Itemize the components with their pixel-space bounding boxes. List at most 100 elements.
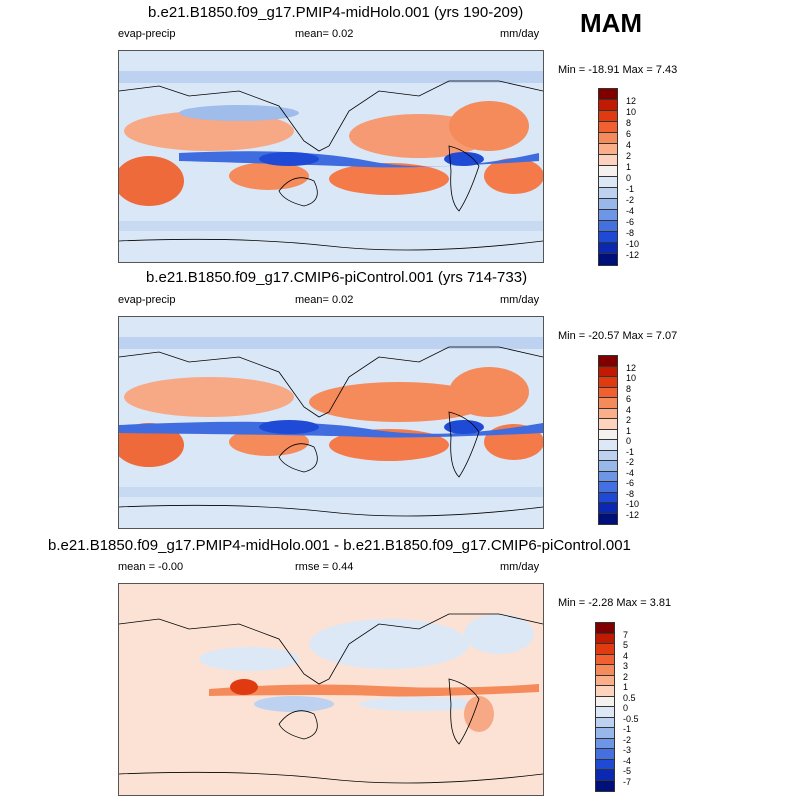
panel-3-colorbar-box <box>596 738 614 749</box>
panel-2-map-field <box>119 317 543 528</box>
panel-1-colorbar-box <box>599 210 617 221</box>
panel-2-colorbar-box <box>599 492 617 503</box>
panel-2-colorbar-tick: 8 <box>626 384 632 394</box>
panel-3-rmse-label: rmse = 0.44 <box>295 561 354 573</box>
panel-3-colorbar-box <box>596 665 614 676</box>
panel-2-mean-label: mean= 0.02 <box>295 294 354 306</box>
panel-3-colorbar-box <box>596 654 614 665</box>
panel-3-colorbar-box <box>596 675 614 686</box>
panel-1-colorbar-tick: 12 <box>626 96 637 106</box>
panel-3-mean-label: mean = -0.00 <box>118 561 184 573</box>
panel-3-colorbar-box <box>596 707 614 718</box>
panel-1-colorbar-box <box>599 232 617 243</box>
panel-3-colorbar-tick: 0.5 <box>623 693 636 703</box>
panel-3-colorbar-tick: 3 <box>623 661 629 671</box>
panel-1-colorbar-box <box>599 111 617 122</box>
panel-2-title: b.e21.B1850.f09_g17.CMIP6-piControl.001 … <box>146 269 528 286</box>
panel-1-colorbar-tick: 0 <box>626 173 632 183</box>
panel-3-colorbar-tick: 4 <box>623 651 629 661</box>
panel-1-title: b.e21.B1850.f09_g17.PMIP4-midHolo.001 (y… <box>148 4 524 21</box>
panel-2-colorbar-tick: -6 <box>626 478 635 488</box>
panel-1-minmax-label: Min = -18.91 Max = 7.43 <box>558 64 678 76</box>
panel-2-colorbar-box <box>599 408 617 419</box>
panel-2-colorbar-tick: -8 <box>626 489 635 499</box>
panel-3-map-field <box>119 584 543 795</box>
panel-3-colorbar-tick: -0.5 <box>623 714 639 724</box>
panel-2-colorbar <box>598 355 618 525</box>
panel-3-colorbar-tick: -7 <box>623 777 632 787</box>
panel-3-colorbar-box <box>596 696 614 707</box>
panel-1-colorbar-tick: -8 <box>626 228 635 238</box>
panel-3-colorbar-tick: 2 <box>623 672 629 682</box>
panel-3-colorbar-box <box>596 780 614 791</box>
panel-2-colorbar-box <box>599 419 617 430</box>
panel-1-map <box>118 50 544 263</box>
panel-1-colorbar-box <box>599 89 617 100</box>
panel-3-colorbar-box <box>596 770 614 781</box>
panel-3-map <box>118 583 544 796</box>
panel-1-colorbar-box <box>599 122 617 133</box>
panel-3-units-label: mm/day <box>500 561 540 573</box>
panel-2-colorbar-tick: 0 <box>626 436 632 446</box>
panel-1-colorbar-box <box>599 254 617 265</box>
panel-1-colorbar-box <box>599 144 617 155</box>
panel-1-colorbar-box <box>599 100 617 111</box>
panel-3-colorbar-box <box>596 749 614 760</box>
panel-2-colorbar-box <box>599 366 617 377</box>
panel-2-colorbar-box <box>599 450 617 461</box>
panel-1-mean-label: mean= 0.02 <box>295 28 354 40</box>
panel-2-colorbar-box <box>599 503 617 514</box>
panel-3-colorbar-tick: -2 <box>623 735 632 745</box>
panel-1-colorbar-box <box>599 133 617 144</box>
panel-1-colorbar-box <box>599 177 617 188</box>
panel-3-colorbar-box <box>596 759 614 770</box>
panel-2-colorbar-tick: -10 <box>626 499 640 509</box>
panel-3-colorbar-tick: -3 <box>623 745 632 755</box>
panel-3-colorbar-tick: -1 <box>623 724 632 734</box>
panel-1-colorbar-tick: -4 <box>626 206 635 216</box>
panel-2-colorbar-box <box>599 387 617 398</box>
panel-2-colorbar-tick: 10 <box>626 373 637 383</box>
panel-1-colorbar-tick: -1 <box>626 184 635 194</box>
panel-2-colorbar-tick: 1 <box>626 426 632 436</box>
panel-1-colorbar-tick: 8 <box>626 118 632 128</box>
panel-1-colorbar-tick: -6 <box>626 217 635 227</box>
panel-1-colorbar-box <box>599 221 617 232</box>
panel-2-colorbar-box <box>599 461 617 472</box>
season-label: MAM <box>580 8 643 38</box>
panel-2-colorbar-tick: -12 <box>626 510 640 520</box>
panel-1-colorbar-box <box>599 188 617 199</box>
panel-2-colorbar-box <box>599 482 617 493</box>
panel-2-colorbar-tick: -1 <box>626 447 635 457</box>
panel-3-colorbar-box <box>596 686 614 697</box>
panel-2-colorbar-tick: 12 <box>626 363 637 373</box>
panel-3-colorbar-tick: 0 <box>623 703 629 713</box>
panel-3-colorbar-tick: 1 <box>623 682 629 692</box>
panel-1-colorbar-tick: 2 <box>626 151 632 161</box>
panel-2-colorbar-box <box>599 377 617 388</box>
panel-1-colorbar-box <box>599 155 617 166</box>
panel-1-colorbar-box <box>599 243 617 254</box>
panel-1-colorbar-tick: -12 <box>626 250 640 260</box>
panel-3-minmax-label: Min = -2.28 Max = 3.81 <box>558 597 672 609</box>
panel-2-colorbar-box <box>599 471 617 482</box>
panel-2-colorbar-box <box>599 440 617 451</box>
panel-3-colorbar-box <box>596 728 614 739</box>
panel-3-colorbar-tick: 5 <box>623 640 629 650</box>
panel-3-title: b.e21.B1850.f09_g17.PMIP4-midHolo.001 - … <box>48 537 631 554</box>
panel-1-colorbar-tick: -10 <box>626 239 640 249</box>
panel-2-units-label: mm/day <box>500 294 540 306</box>
panel-3-colorbar-tick: -5 <box>623 766 632 776</box>
panel-1-colorbar-tick: 6 <box>626 129 632 139</box>
panel-2-colorbar-box <box>599 398 617 409</box>
panel-2-colorbar-box <box>599 356 617 367</box>
panel-2-colorbar-tick: 4 <box>626 405 632 415</box>
panel-2-colorbar-box <box>599 429 617 440</box>
panel-3-colorbar-box <box>596 717 614 728</box>
panel-1-colorbar-box <box>599 199 617 210</box>
panel-3-colorbar <box>595 622 615 792</box>
panel-1-colorbar-tick: 10 <box>626 107 637 117</box>
panel-1-colorbar-tick: -2 <box>626 195 635 205</box>
panel-2-colorbar-tick: -4 <box>626 468 635 478</box>
panel-2-colorbar-box <box>599 513 617 524</box>
